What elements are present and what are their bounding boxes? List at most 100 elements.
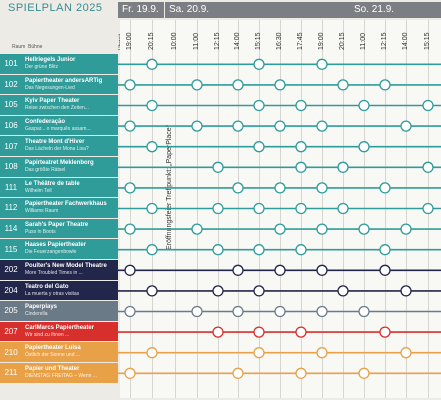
performance-dot[interactable] (124, 120, 136, 132)
theatre-label: Papier und Theater DIENSTAG FREITAG – Wen… (22, 363, 118, 383)
performance-dot[interactable] (274, 79, 286, 91)
performance-dot[interactable] (316, 264, 328, 276)
performance-dot[interactable] (337, 285, 349, 297)
performance-row[interactable]: 108 Papirteatret Meklenborg Das größte Rät… (0, 157, 118, 177)
performance-dot[interactable] (232, 264, 244, 276)
performance-row[interactable]: 115 Haases Papiertheater Die Feuerzangenbo… (0, 239, 118, 259)
theatre-label: Papiertheater andersARTig Das Negesungen-… (22, 74, 118, 95)
performance-dot[interactable] (253, 202, 265, 215)
performance-dot[interactable] (400, 223, 412, 235)
performance-row[interactable]: 105 Kyiv Paper Theater Reise zwischen den … (0, 95, 118, 115)
performance-dot[interactable] (124, 223, 136, 235)
performance-row[interactable]: 204 Teatro del Gato La muerta y otras visi… (0, 280, 118, 301)
performance-row[interactable]: 205 Paperplays Cinderella (0, 301, 118, 321)
performance-dot[interactable] (124, 182, 136, 194)
performance-dot[interactable] (379, 244, 391, 256)
performance-dot[interactable] (253, 99, 265, 112)
performance-dot[interactable] (316, 182, 328, 194)
performance-dot[interactable] (295, 161, 307, 173)
performance-dot[interactable] (191, 120, 203, 132)
performance-dot[interactable] (274, 120, 286, 132)
performance-dot[interactable] (124, 79, 136, 91)
performance-dot[interactable] (232, 305, 244, 318)
performance-dot[interactable] (422, 161, 434, 173)
performance-dot[interactable] (124, 367, 136, 379)
performance-dot[interactable] (316, 305, 328, 318)
theatre-name: Papiertheater andersARTig (25, 77, 103, 84)
performance-dot[interactable] (295, 202, 307, 215)
performance-dot[interactable] (358, 141, 370, 153)
performance-dot[interactable] (232, 367, 244, 379)
performance-dot[interactable] (358, 99, 370, 112)
performance-dot[interactable] (146, 141, 158, 153)
performance-dot[interactable] (295, 367, 307, 379)
performance-row[interactable]: 101 Hellriegels Junior Der grüne Blitz (0, 54, 118, 74)
performance-dot[interactable] (212, 244, 224, 256)
performance-dot[interactable] (232, 120, 244, 132)
performance-dot[interactable] (400, 285, 412, 297)
performance-dot[interactable] (253, 141, 265, 153)
performance-dot[interactable] (400, 120, 412, 132)
performance-row[interactable]: 111 Le Théâtre de table Wilhelm Tell (0, 177, 118, 198)
performance-dot[interactable] (232, 182, 244, 194)
performance-dot[interactable] (124, 264, 136, 276)
performance-row[interactable]: 202 Poulter's New Model Theatre More Troub… (0, 260, 118, 280)
performance-dot[interactable] (146, 99, 158, 112)
performance-row[interactable]: 210 Papiertheater Luisa Östlich der Sonne … (0, 342, 118, 362)
performance-dot[interactable] (274, 305, 286, 318)
performance-dot[interactable] (191, 305, 203, 318)
performance-dot[interactable] (146, 347, 158, 359)
performance-dot[interactable] (358, 367, 370, 379)
performance-row[interactable]: 106 Confederação Gaspar... o marquês assam… (0, 115, 118, 136)
performance-dot[interactable] (146, 285, 158, 297)
performance-dot[interactable] (191, 79, 203, 91)
performance-dot[interactable] (274, 182, 286, 194)
performance-dot[interactable] (295, 141, 307, 153)
performance-dot[interactable] (316, 347, 328, 359)
performance-row[interactable]: 207 CarlMarcs Papiertheater Wir sind zu Ih… (0, 321, 118, 342)
performance-dot[interactable] (212, 161, 224, 173)
performance-dot[interactable] (146, 202, 158, 215)
performance-dot[interactable] (316, 58, 328, 70)
performance-dot[interactable] (212, 326, 224, 338)
performance-dot[interactable] (295, 244, 307, 256)
theatre-label: Papirteatret Meklenborg Das größte Rätsel (22, 157, 118, 177)
performance-dot[interactable] (146, 58, 158, 70)
performance-dot[interactable] (212, 202, 224, 215)
performance-dot[interactable] (337, 161, 349, 173)
performance-dot[interactable] (358, 305, 370, 318)
performance-dot[interactable] (337, 79, 349, 91)
performance-dot[interactable] (191, 223, 203, 235)
performance-dot[interactable] (337, 202, 349, 215)
performance-row[interactable]: 112 Papiertheater Fachwerkhaus Williams Ra… (0, 198, 118, 218)
performance-dot[interactable] (295, 99, 307, 112)
performance-dot[interactable] (146, 244, 158, 256)
performance-dot[interactable] (253, 58, 265, 70)
performance-dot[interactable] (253, 244, 265, 256)
performance-dot[interactable] (422, 202, 434, 215)
theatre-label: Sarah's Paper Theatre Puss in Boots (22, 218, 118, 239)
performance-dot[interactable] (232, 79, 244, 91)
performance-dot[interactable] (422, 99, 434, 112)
performance-dot[interactable] (253, 326, 265, 338)
performance-row[interactable]: 107 Theatre Mont d'Hiver Das Lächeln der M… (0, 136, 118, 156)
performance-dot[interactable] (316, 120, 328, 132)
performance-dot[interactable] (400, 347, 412, 359)
performance-dot[interactable] (295, 326, 307, 338)
performance-dot[interactable] (379, 182, 391, 194)
performance-row[interactable]: 102 Papiertheater andersARTig Das Negesung… (0, 74, 118, 95)
performance-row[interactable]: 114 Sarah's Paper Theatre Puss in Boots (0, 218, 118, 239)
performance-dot[interactable] (124, 305, 136, 318)
performance-dot[interactable] (274, 223, 286, 235)
performance-dot[interactable] (358, 223, 370, 235)
theatre-name: Hellriegels Junior (25, 57, 76, 63)
performance-dot[interactable] (253, 347, 265, 359)
performance-dot[interactable] (253, 285, 265, 297)
performance-dot[interactable] (379, 326, 391, 338)
performance-dot[interactable] (274, 264, 286, 276)
performance-row[interactable]: 211 Papier und Theater DIENSTAG FREITAG – … (0, 363, 118, 383)
performance-dot[interactable] (212, 285, 224, 297)
performance-dot[interactable] (316, 223, 328, 235)
performance-dot[interactable] (379, 79, 391, 91)
performance-dot[interactable] (379, 264, 391, 276)
